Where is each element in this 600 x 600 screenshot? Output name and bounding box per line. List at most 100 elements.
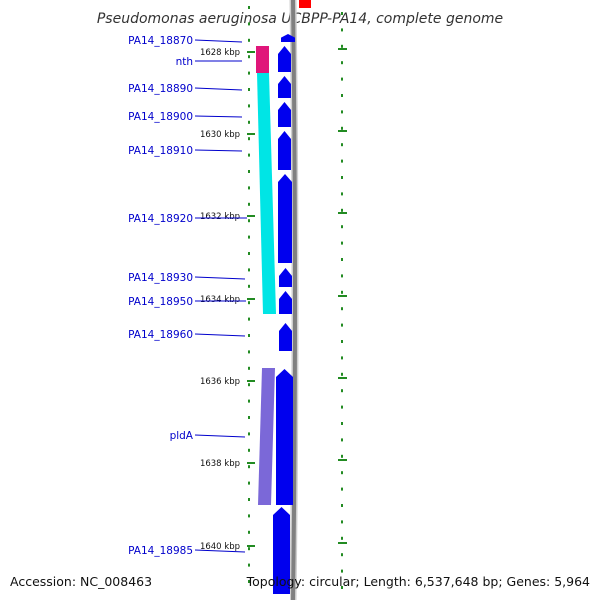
minor-tick-left bbox=[248, 580, 250, 583]
gene-arrow[interactable] bbox=[278, 174, 292, 263]
minor-tick-right bbox=[341, 553, 343, 557]
gene-arrow[interactable] bbox=[281, 34, 295, 42]
minor-tick-left bbox=[248, 432, 250, 436]
gene-label-leader bbox=[194, 549, 246, 553]
gene-arrow[interactable] bbox=[276, 369, 293, 505]
minor-tick-left bbox=[248, 252, 250, 255]
major-tick-right bbox=[338, 212, 347, 214]
minor-tick-right bbox=[341, 143, 343, 147]
minor-tick-right bbox=[341, 454, 343, 458]
major-tick-right bbox=[338, 48, 347, 50]
minor-tick-left bbox=[248, 55, 250, 59]
gene-arrow[interactable] bbox=[279, 291, 292, 314]
feature-bar-purple[interactable] bbox=[258, 368, 275, 505]
kbp-tick-label: 1634 kbp bbox=[200, 295, 240, 305]
minor-tick-left bbox=[248, 202, 250, 206]
genes-layer bbox=[273, 34, 295, 600]
minor-tick-right bbox=[341, 405, 343, 409]
minor-tick-left bbox=[248, 366, 250, 370]
minor-tick-left bbox=[248, 530, 250, 534]
minor-tick-right bbox=[341, 126, 343, 130]
gene-arrow-gap bbox=[273, 594, 290, 600]
gene-arrow[interactable] bbox=[279, 268, 292, 287]
minor-tick-left bbox=[248, 284, 250, 288]
major-tick-left bbox=[247, 462, 255, 464]
gene-label[interactable]: PA14_18920 bbox=[128, 213, 193, 225]
kbp-tick-label: 1636 kbp bbox=[200, 377, 240, 387]
minor-tick-right bbox=[341, 520, 343, 524]
minor-tick-right bbox=[341, 372, 343, 376]
features-layer bbox=[256, 46, 276, 505]
topology-summary: Topology: circular; Length: 6,537,648 bp… bbox=[246, 574, 590, 589]
feature-bar-magenta[interactable] bbox=[256, 46, 269, 73]
gene-label-leader bbox=[194, 149, 243, 152]
backbone-inner bbox=[291, 0, 297, 600]
gene-label[interactable]: PA14_18960 bbox=[128, 329, 193, 341]
gene-label[interactable]: PA14_18900 bbox=[128, 111, 193, 123]
major-tick-right bbox=[338, 130, 347, 132]
minor-tick-left bbox=[248, 465, 250, 469]
gene-arrow[interactable] bbox=[278, 131, 291, 170]
gene-label[interactable]: PA14_18930 bbox=[128, 272, 193, 284]
kbp-tick-label: 1640 kbp bbox=[200, 542, 240, 552]
minor-tick-right bbox=[341, 192, 343, 196]
major-tick-right bbox=[338, 377, 347, 379]
minor-tick-right bbox=[341, 307, 343, 311]
minor-tick-right bbox=[341, 12, 343, 15]
accession: Accession: NC_008463 bbox=[10, 574, 152, 589]
major-tick-left bbox=[247, 545, 255, 547]
gene-arrow[interactable] bbox=[278, 76, 291, 98]
major-tick-right bbox=[338, 295, 347, 297]
minor-tick-left bbox=[248, 186, 250, 190]
gene-arrow[interactable] bbox=[278, 46, 291, 72]
minor-tick-right bbox=[341, 487, 343, 491]
gene-label-leader bbox=[194, 333, 246, 337]
gene-label[interactable]: PA14_18950 bbox=[128, 296, 193, 308]
map-title: Pseudomonas aeruginosa UCBPP-PA14, compl… bbox=[97, 11, 503, 27]
gene-label[interactable]: PA14_18870 bbox=[128, 35, 193, 47]
feature-bar-cyan[interactable] bbox=[257, 73, 276, 314]
minor-tick-left bbox=[248, 563, 250, 567]
gene-label[interactable]: pldA bbox=[170, 430, 194, 442]
minor-tick-left bbox=[248, 350, 250, 354]
minor-tick-right bbox=[341, 274, 343, 278]
gene-label-leader bbox=[194, 115, 243, 118]
minor-tick-right bbox=[341, 389, 343, 393]
gene-label[interactable]: PA14_18985 bbox=[128, 545, 193, 557]
minor-tick-right bbox=[341, 422, 343, 425]
minor-tick-left bbox=[248, 88, 250, 91]
gene-label[interactable]: nth bbox=[176, 56, 193, 68]
ticks-layer: 1628 kbp 1630 kbp 1632 kbp 1634 kbp 1636 kbp… bbox=[200, 6, 347, 589]
minor-tick-right bbox=[341, 94, 343, 97]
minor-tick-right bbox=[341, 28, 343, 32]
gene-arrow[interactable] bbox=[278, 102, 291, 127]
gene-arrow[interactable] bbox=[273, 507, 290, 600]
minor-tick-right bbox=[341, 77, 343, 81]
minor-tick-right bbox=[341, 586, 343, 589]
minor-tick-right bbox=[341, 241, 343, 245]
minor-tick-right bbox=[341, 504, 343, 507]
minor-tick-right bbox=[341, 323, 343, 327]
major-tick-right bbox=[338, 459, 347, 461]
minor-tick-right bbox=[341, 176, 343, 179]
minor-tick-left bbox=[248, 38, 250, 42]
minor-tick-left bbox=[248, 301, 250, 305]
gene-arrow[interactable] bbox=[279, 323, 292, 351]
minor-tick-right bbox=[341, 44, 343, 48]
gene-label[interactable]: PA14_18910 bbox=[128, 145, 193, 157]
minor-tick-right bbox=[341, 471, 343, 475]
minor-tick-left bbox=[248, 481, 250, 485]
gene-label[interactable]: PA14_18890 bbox=[128, 83, 193, 95]
minor-tick-left bbox=[248, 498, 250, 501]
minor-tick-left bbox=[248, 235, 250, 239]
minor-tick-right bbox=[341, 258, 343, 261]
minor-tick-right bbox=[341, 110, 343, 114]
major-tick-left bbox=[247, 133, 255, 135]
position-marker bbox=[299, 0, 311, 8]
minor-tick-right bbox=[341, 340, 343, 343]
minor-tick-left bbox=[248, 547, 250, 551]
gene-label-leader bbox=[194, 87, 243, 91]
minor-tick-right bbox=[341, 536, 343, 540]
